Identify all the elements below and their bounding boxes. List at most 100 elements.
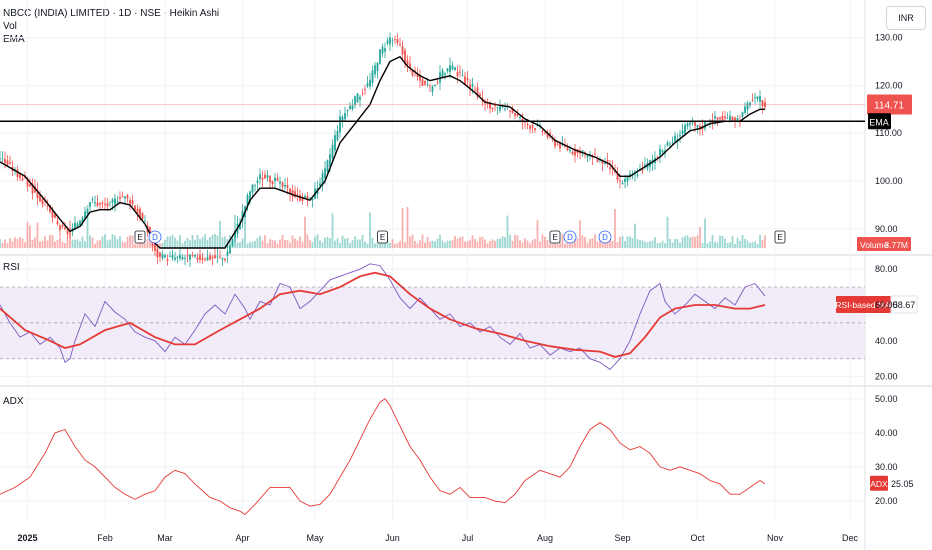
candle-body <box>91 199 94 201</box>
candle-body <box>714 116 716 119</box>
candle-body <box>656 156 659 158</box>
volume-bar <box>446 240 449 248</box>
volume-bar <box>356 239 359 248</box>
rsi-ma-badge <box>836 295 891 313</box>
volume-bar <box>534 238 536 248</box>
volume-bar <box>504 236 506 248</box>
volume-bar <box>16 239 19 248</box>
candle-body <box>409 63 411 68</box>
volume-bar <box>176 240 179 248</box>
volume-indicator-label[interactable]: Vol <box>3 21 17 32</box>
volume-bar <box>31 239 34 248</box>
volume-bar <box>181 243 184 248</box>
candle-body <box>391 40 394 42</box>
candle-body <box>136 208 139 214</box>
volume-bar <box>276 243 279 248</box>
candle-body <box>369 79 371 87</box>
candle-body <box>199 254 201 260</box>
candle-body <box>514 113 516 116</box>
volume-bar <box>581 235 584 248</box>
volume-bar <box>419 240 421 248</box>
volume-bar <box>186 237 189 248</box>
candle-body <box>724 116 726 119</box>
volume-bar <box>224 236 226 248</box>
volume-bar <box>551 243 554 248</box>
volume-bar <box>299 236 301 248</box>
rsi-ma-value-box <box>890 295 918 314</box>
volume-bar <box>476 241 479 248</box>
candle-body <box>456 71 459 77</box>
y-tick-label: 130.00 <box>875 33 903 43</box>
volume-bar <box>126 237 129 248</box>
candle-body <box>81 217 84 223</box>
volume-bar <box>369 212 371 248</box>
y-tick-label: 100.00 <box>875 176 903 186</box>
candle-body <box>159 252 161 257</box>
candle-body <box>256 180 259 184</box>
candle-body <box>669 143 671 145</box>
volume-bar <box>531 240 534 248</box>
volume-bar <box>86 205 89 248</box>
volume-bar <box>426 236 429 248</box>
ema-indicator-label[interactable]: EMA <box>3 34 25 45</box>
candle-body <box>566 147 569 151</box>
candle-body <box>426 83 429 85</box>
volume-bar <box>184 240 186 248</box>
volume-bar <box>669 238 671 248</box>
rsi-pane[interactable]: RSI RSI-based MA 58.67 <box>0 262 918 371</box>
volume-bar <box>586 242 589 248</box>
candle-body <box>6 160 9 166</box>
candle-body <box>754 96 756 98</box>
volume-bar <box>474 239 476 248</box>
volume-bar <box>606 240 609 248</box>
volume-bar <box>64 243 66 248</box>
candle-body <box>686 123 689 127</box>
volume-bar <box>459 237 461 248</box>
candle-body <box>696 125 699 128</box>
volume-bar <box>76 239 79 248</box>
volume-bar <box>434 241 436 248</box>
y-tick-label: 50.00 <box>875 394 898 404</box>
candle-body <box>154 242 156 252</box>
volume-bar <box>194 239 196 248</box>
volume-bar <box>549 243 551 248</box>
x-tick-label: Jun <box>385 533 400 543</box>
candle-body <box>704 122 706 129</box>
volume-bar <box>51 235 54 248</box>
candle-body <box>46 205 49 207</box>
candle-body <box>496 107 499 108</box>
volume-bar <box>734 243 736 248</box>
candle-body <box>56 221 59 225</box>
candle-body <box>351 105 354 110</box>
candle-body <box>689 122 691 125</box>
candle-body <box>276 178 279 181</box>
volume-bar <box>374 243 376 248</box>
candle-body <box>444 73 446 76</box>
candle-body <box>621 182 624 185</box>
volume-bar <box>389 243 391 248</box>
currency-selector[interactable]: INR <box>886 6 926 30</box>
rsi-ma-value: 58.67 <box>893 300 916 310</box>
candle-body <box>454 67 456 71</box>
candle-body <box>744 106 746 113</box>
volume-bar <box>219 221 221 248</box>
y-tick-label: 120.00 <box>875 80 903 90</box>
candle-body <box>434 84 436 86</box>
volume-bar <box>81 236 84 248</box>
candle-body <box>606 160 609 163</box>
dividend-marker-label: D <box>567 233 573 242</box>
chart-title: NBCC (INDIA) LIMITED · 1D · NSE · Heikin… <box>3 8 220 19</box>
volume-bar <box>279 239 281 248</box>
volume-bar <box>621 235 624 248</box>
candle-body <box>516 113 519 116</box>
candle-body <box>271 181 274 185</box>
candle-body <box>494 105 496 106</box>
volume-bar <box>164 239 166 248</box>
volume-bar <box>579 220 581 248</box>
candle-body <box>476 87 479 97</box>
candle-body <box>279 181 281 184</box>
candle-body <box>89 202 91 207</box>
